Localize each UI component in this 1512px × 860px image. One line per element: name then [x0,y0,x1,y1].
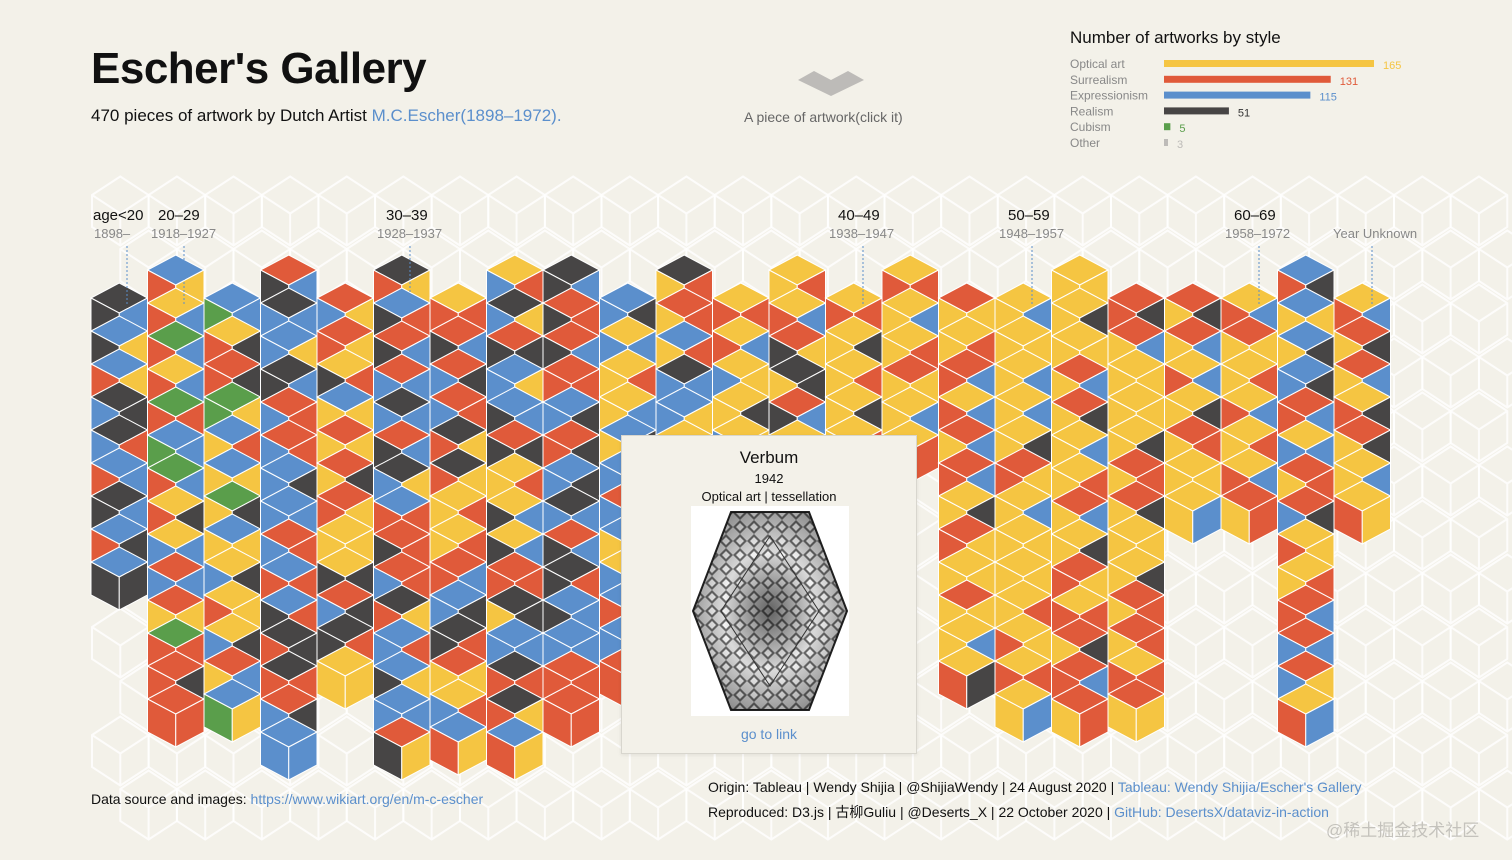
tooltip-year: 1942 [754,471,784,486]
tooltip-go-to-link[interactable]: go to link [740,726,798,742]
artwork-cube[interactable] [146,683,206,748]
style-bar-chart: Number of artworks by style Optical art 1… [1070,28,1490,158]
style-value: 115 [1319,92,1337,104]
age-group-range: 1928–1937 [377,226,442,241]
artwork-cube[interactable] [315,645,375,710]
style-bars-svg: Optical art 165 Surrealism 131 Expressionism… [1070,57,1401,151]
age-group-label: 20–29 [158,207,200,224]
artwork-cube[interactable] [541,683,601,748]
artwork-cube-legend-icon[interactable] [798,66,864,96]
artwork-cube[interactable] [1106,678,1166,743]
legend-caption: A piece of artwork(click it) [744,109,903,125]
artwork-cube[interactable] [259,716,319,781]
style-bar[interactable] [1164,123,1171,131]
artwork-cube[interactable] [485,716,545,781]
style-label: Realism [1070,104,1113,118]
artwork-tooltip: Verbum 1942 Optical art | tessellation [621,435,917,754]
artwork-cube[interactable] [937,645,997,710]
style-bar[interactable] [1164,75,1331,83]
artwork-cube[interactable] [428,711,488,776]
age-group-range: 1918–1927 [151,226,216,241]
reproduced-text: Reproduced: D3.js | 古柳Guliu | @Deserts_X… [708,804,1115,820]
artwork-cube[interactable] [1050,683,1110,748]
artwork-cube[interactable] [202,678,262,743]
style-label: Cubism [1070,120,1111,134]
style-value: 51 [1238,107,1250,119]
artwork-cube[interactable] [541,419,601,484]
origin-link[interactable]: Tableau: Wendy Shijia/Escher's Gallery [1117,779,1362,795]
origin-line: Origin: Tableau | Wendy Shijia | @Shijia… [708,779,1362,795]
data-source-link[interactable]: https://www.wikiart.org/en/m-c-escher [250,791,484,807]
style-bar[interactable] [1164,139,1168,146]
style-chart-title: Number of artworks by style [1070,28,1281,47]
page-subtitle: 470 pieces of artwork by Dutch Artist M.… [91,106,562,126]
artwork-thumbnail[interactable] [691,506,849,716]
escher-link[interactable]: M.C.Escher(1898–1972). [371,106,562,125]
artwork-cube[interactable] [937,315,997,380]
age-group-range: Year Unknown [1333,226,1417,241]
style-label: Surrealism [1070,73,1127,87]
tooltip-style: Optical art | tessellation [701,489,837,504]
age-group-label: 30–39 [386,207,428,224]
age-group-label: 60–69 [1234,207,1276,224]
data-source-label: Data source and images: [91,791,251,807]
reproduced-line: Reproduced: D3.js | 古柳Guliu | @Deserts_X… [708,802,1329,822]
artwork-cube[interactable] [428,348,488,413]
artwork-cube[interactable] [372,716,432,781]
age-group-label: 50–59 [1008,207,1050,224]
artwork-cube[interactable] [89,546,149,611]
style-bar[interactable] [1164,60,1374,67]
tooltip-title: Verbum [739,448,799,467]
age-group-label: age<20 [93,207,143,224]
data-source-line: Data source and images: https://www.wiki… [91,791,483,807]
reproduced-link[interactable]: GitHub: DesertsX/dataviz-in-action [1114,804,1329,820]
artwork-cube[interactable] [1276,584,1336,649]
artwork-cube[interactable] [993,678,1053,743]
style-bar[interactable] [1164,107,1229,115]
age-group-range: 1948–1957 [999,226,1064,241]
artwork-cube[interactable] [1332,480,1392,545]
artwork-cube[interactable] [1276,683,1336,748]
age-group-label: 40–49 [838,207,880,224]
artwork-cube[interactable] [1219,480,1279,545]
artwork-cube[interactable] [1163,480,1223,545]
origin-text: Origin: Tableau | Wendy Shijia | @Shijia… [708,779,1118,795]
age-group-range: 1938–1947 [829,226,894,241]
style-value: 165 [1383,60,1401,72]
style-bar[interactable] [1164,91,1311,99]
subtitle-text: 470 pieces of artwork by Dutch Artist [91,106,372,125]
style-value: 3 [1177,139,1183,151]
watermark: @稀土掘金技术社区 [1326,821,1480,840]
artwork-thumbnail-image [691,511,849,711]
style-label: Optical art [1070,57,1125,71]
style-label: Other [1070,136,1100,150]
age-group-labels: age<20 1898– 20–29 1918–1927 30–39 1928–1937 4… [93,207,1417,306]
page-title: Escher's Gallery [91,44,427,93]
style-label: Expressionism [1070,89,1148,103]
age-group-range: 1898– [94,226,131,241]
style-value: 131 [1340,76,1358,88]
style-value: 5 [1179,123,1185,135]
age-group-range: 1958–1972 [1225,226,1290,241]
